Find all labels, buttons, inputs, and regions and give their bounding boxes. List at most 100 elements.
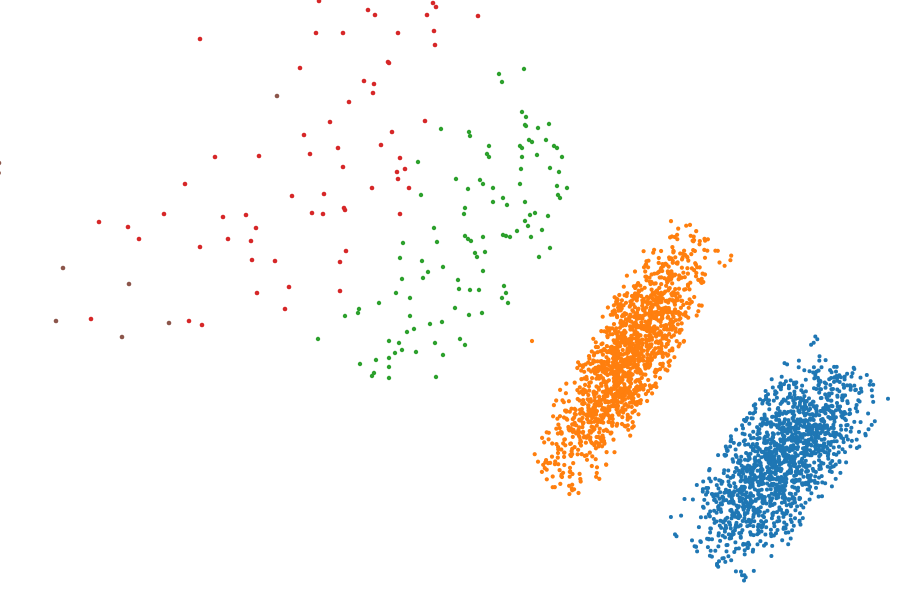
red-point [424, 12, 430, 18]
green-point [467, 133, 473, 139]
orange-point [575, 396, 580, 402]
orange-point [601, 407, 607, 413]
orange-point [549, 454, 555, 459]
orange-point [554, 426, 559, 431]
orange-point [611, 400, 616, 405]
blue-point [751, 512, 756, 517]
blue-point [753, 507, 757, 512]
green-point [517, 143, 523, 149]
blue-point [725, 543, 730, 547]
orange-point [550, 485, 555, 490]
blue-point [728, 444, 733, 449]
blue-point [788, 429, 793, 434]
blue-point [708, 548, 713, 553]
orange-point [667, 363, 672, 368]
blue-point [813, 373, 818, 377]
blue-point [734, 454, 739, 459]
blue-point [847, 407, 852, 412]
blue-point [728, 526, 733, 531]
orange-point [616, 329, 621, 334]
blue-point [802, 413, 807, 418]
orange-point [574, 430, 579, 435]
orange-point [594, 465, 600, 470]
orange-point [620, 347, 625, 353]
orange-point [629, 326, 635, 331]
orange-point [650, 391, 655, 396]
blue-point [760, 401, 765, 406]
orange-point [570, 422, 575, 427]
blue-point [739, 454, 744, 459]
blue-point [815, 426, 820, 431]
brown-point [274, 93, 280, 99]
orange-point [590, 454, 595, 459]
orange-point [587, 411, 593, 417]
orange-point [583, 382, 588, 387]
blue-point [827, 377, 832, 382]
orange-point [705, 248, 710, 253]
green-point [438, 126, 444, 132]
cluster-blue [668, 334, 890, 583]
blue-point [674, 534, 679, 539]
blue-point [746, 517, 751, 522]
blue-point [707, 553, 712, 558]
orange-point [638, 371, 643, 376]
blue-point [792, 435, 797, 440]
blue-point [782, 512, 787, 517]
orange-point [626, 316, 632, 322]
orange-point [615, 334, 620, 339]
blue-point [748, 532, 753, 537]
blue-point [811, 365, 816, 370]
blue-point [807, 487, 811, 492]
blue-point [838, 470, 843, 475]
blue-point [736, 546, 741, 551]
blue-point [779, 400, 784, 405]
orange-point [577, 385, 582, 390]
orange-point [586, 384, 592, 389]
blue-point [790, 438, 795, 443]
blue-point [797, 460, 802, 465]
green-point [518, 166, 524, 172]
orange-point [581, 363, 586, 368]
blue-point [839, 410, 843, 414]
green-point [373, 357, 379, 363]
blue-point [800, 456, 805, 461]
green-point [490, 185, 496, 191]
blue-point [829, 484, 834, 489]
green-point [440, 352, 446, 358]
blue-point [780, 425, 785, 430]
blue-point [770, 385, 775, 390]
orange-point [693, 274, 699, 279]
blue-point [768, 473, 773, 478]
blue-point [755, 468, 760, 473]
blue-point [823, 425, 828, 430]
orange-point [532, 452, 537, 457]
orange-point [697, 242, 702, 247]
blue-point [832, 439, 837, 444]
orange-point [581, 429, 586, 434]
green-point [407, 313, 413, 319]
blue-point [716, 564, 721, 569]
orange-point [659, 341, 664, 346]
orange-point [591, 391, 597, 396]
blue-point [789, 491, 793, 496]
blue-point [818, 424, 823, 429]
orange-point [625, 388, 631, 393]
blue-point [866, 411, 871, 416]
orange-point [568, 441, 573, 446]
blue-point [833, 462, 838, 467]
orange-point [691, 248, 696, 253]
blue-point [829, 470, 834, 474]
blue-point [742, 511, 747, 516]
blue-point [734, 520, 739, 525]
green-point [415, 159, 421, 165]
blue-point [763, 532, 768, 537]
blue-point [765, 508, 770, 513]
blue-point [857, 429, 861, 434]
blue-point [810, 423, 815, 428]
blue-point [735, 504, 740, 509]
blue-point [825, 397, 830, 402]
orange-point [616, 412, 621, 417]
orange-point [673, 255, 678, 260]
blue-point [775, 528, 780, 532]
orange-point [633, 329, 638, 334]
